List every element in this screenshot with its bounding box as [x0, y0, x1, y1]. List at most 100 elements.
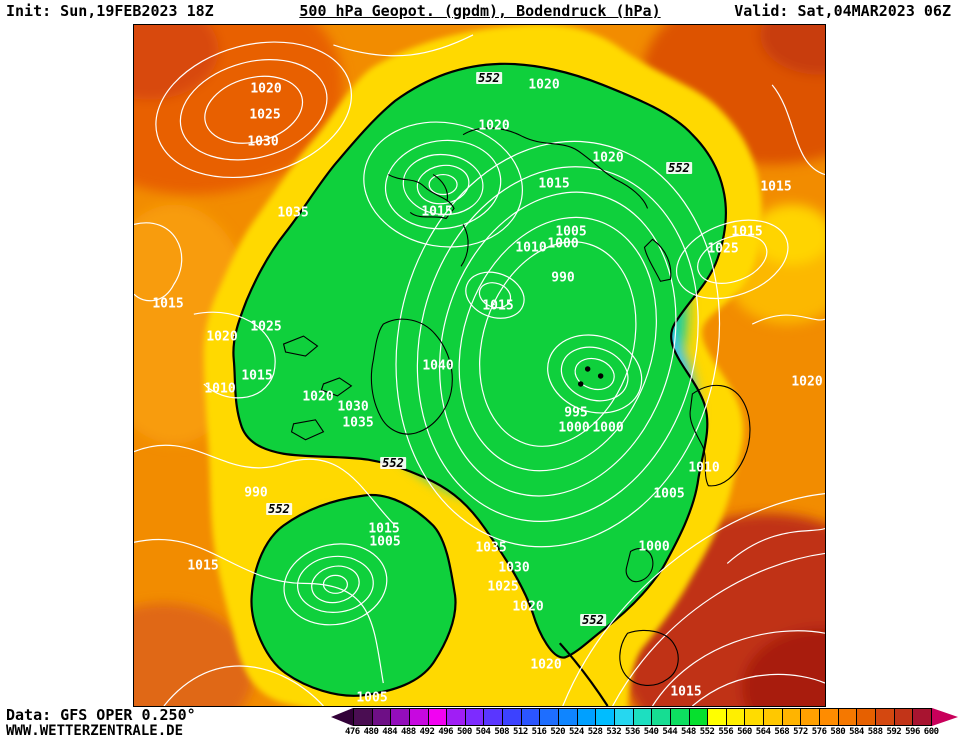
scale-tick-label: 504: [475, 727, 491, 737]
pressure-isobar-label: 1005: [653, 486, 685, 502]
scale-tick-label: 588: [867, 727, 883, 737]
scale-cell: [428, 709, 448, 725]
scale-tick-label: 540: [643, 727, 659, 737]
scale-cell: [633, 709, 653, 725]
scale-cell: [447, 709, 466, 725]
scale-tick-label: 556: [718, 727, 734, 737]
scale-cell: [465, 709, 485, 725]
pressure-isobar-label: 1020: [530, 657, 562, 673]
pressure-isobar-label: 1025: [249, 107, 281, 123]
pressure-isobar-label: 990: [551, 270, 575, 286]
scale-cell: [614, 709, 634, 725]
pressure-isobar-label: 1035: [342, 415, 374, 431]
pressure-isobar-label: 1030: [498, 560, 530, 576]
pressure-isobar-label: 1020: [250, 81, 282, 97]
scale-tick-label: 480: [363, 727, 379, 737]
pressure-isobar-label: 1005: [356, 690, 388, 706]
scale-tick-label: 516: [531, 727, 547, 737]
scale-tick-label: 496: [438, 727, 454, 737]
geopotential-552-label: 552: [380, 456, 406, 470]
pressure-isobar-label: 1030: [247, 134, 279, 150]
scale-tick-label: 476: [344, 727, 360, 737]
scale-tick-label: 596: [905, 727, 920, 737]
pressure-isobar-label: 1015: [760, 179, 792, 195]
scale-cell: [801, 709, 821, 725]
pressure-isobar-label: 1000: [558, 420, 590, 436]
pressure-isobar-label: 1005: [555, 224, 587, 240]
pressure-isobar-label: 1015: [538, 176, 570, 192]
pressure-isobar-label: 1015: [152, 296, 184, 312]
weather-map: 1020 1025 1030 1035 1015 1020 1025 1015 1010 1020…: [133, 24, 826, 707]
geopotential-552-label: 552: [580, 613, 606, 627]
pressure-isobar-label: 1015: [421, 204, 453, 220]
scale-tick-label: 572: [793, 727, 808, 737]
pressure-isobar-label: 1020: [302, 389, 334, 405]
scale-cell: [409, 709, 429, 725]
scale-tick-label: 544: [662, 727, 678, 737]
weather-map-graphic: [134, 25, 825, 706]
pressure-isobar-label: 1010: [204, 381, 236, 397]
pressure-isobar-label: 1040: [422, 358, 454, 374]
valid-time-label: Valid: Sat,04MAR2023 06Z: [734, 2, 951, 20]
scale-cell: [820, 709, 839, 725]
scale-tick-label: 536: [625, 727, 640, 737]
scale-cell: [540, 709, 560, 725]
pressure-isobar-label: 1015: [187, 558, 219, 574]
scale-cell: [354, 709, 373, 725]
scale-cell: [745, 709, 765, 725]
scale-tick-label: 532: [606, 727, 622, 737]
scale-tick-label: 548: [681, 727, 696, 737]
scale-cell: [484, 709, 504, 725]
pressure-isobar-label: 1020: [512, 599, 544, 615]
pressure-isobar-label: 1010: [688, 460, 720, 476]
pressure-isobar-label: 1020: [478, 118, 510, 134]
scale-tick-label: 484: [382, 727, 398, 737]
scale-cell: [782, 709, 802, 725]
pressure-isobar-label: 1000: [592, 420, 624, 436]
scale-cell: [894, 709, 914, 725]
scale-cell: [391, 709, 410, 725]
scale-tick-label: 500: [456, 727, 472, 737]
pressure-isobar-label: 1005: [369, 534, 401, 550]
pressure-isobar-label: 1015: [241, 368, 273, 384]
pressure-isobar-label: 1015: [731, 224, 763, 240]
map-contour-labels: 1020 1025 1030 1035 1015 1020 1025 1015 1010 1020…: [134, 25, 825, 706]
scale-cell: [652, 709, 671, 725]
scale-tick-label: 528: [587, 727, 603, 737]
pressure-isobar-label: 1020: [592, 150, 624, 166]
pressure-isobar-label: 1015: [368, 521, 400, 537]
pressure-isobar-label: 1025: [487, 579, 519, 595]
scale-tick-label: 520: [550, 727, 566, 737]
scale-tick-labels: 476 480 484 488 492 496 500 504 508 512 516 520 524 5…: [343, 727, 941, 737]
chart-title: 500 hPa Geopot. (gpdm), Bodendruck (hPa): [299, 2, 661, 20]
pressure-isobar-label: 1000: [547, 236, 579, 252]
scale-cells: [353, 708, 932, 726]
scale-tick-label: 492: [419, 727, 435, 737]
scale-cell: [726, 709, 746, 725]
scale-tick-label: 592: [886, 727, 902, 737]
scale-cell: [875, 709, 895, 725]
data-source-label: Data: GFS OPER 0.250°: [6, 706, 196, 724]
pressure-isobar-label: 1000: [638, 539, 670, 555]
scale-cell: [689, 709, 709, 725]
init-time-label: Init: Sun,19FEB2023 18Z: [6, 2, 214, 20]
scale-tick-label: 512: [513, 727, 528, 737]
scale-tick-label: 488: [400, 727, 416, 737]
pressure-isobar-label: 990: [244, 485, 268, 501]
scale-tick-label: 552: [699, 727, 715, 737]
scale-tick-label: 580: [830, 727, 846, 737]
pressure-isobar-label: 1015: [482, 298, 514, 314]
pressure-isobar-label: 1010: [515, 240, 547, 256]
scale-left-arrow: [331, 708, 353, 726]
scale-tick-label: 568: [774, 727, 790, 737]
pressure-isobar-label: 1020: [528, 77, 560, 93]
pressure-isobar-label: 995: [564, 405, 588, 421]
website-label: WWW.WETTERZENTRALE.DE: [6, 723, 184, 739]
scale-tick-label: 584: [849, 727, 864, 737]
scale-tick-label: 560: [737, 727, 752, 737]
scale-tick-label: 600: [923, 727, 939, 737]
geopotential-color-scale: [331, 708, 958, 726]
pressure-isobar-label: 1020: [206, 329, 238, 345]
pressure-isobar-label: 1035: [475, 540, 507, 556]
pressure-isobar-label: 1025: [250, 319, 282, 335]
